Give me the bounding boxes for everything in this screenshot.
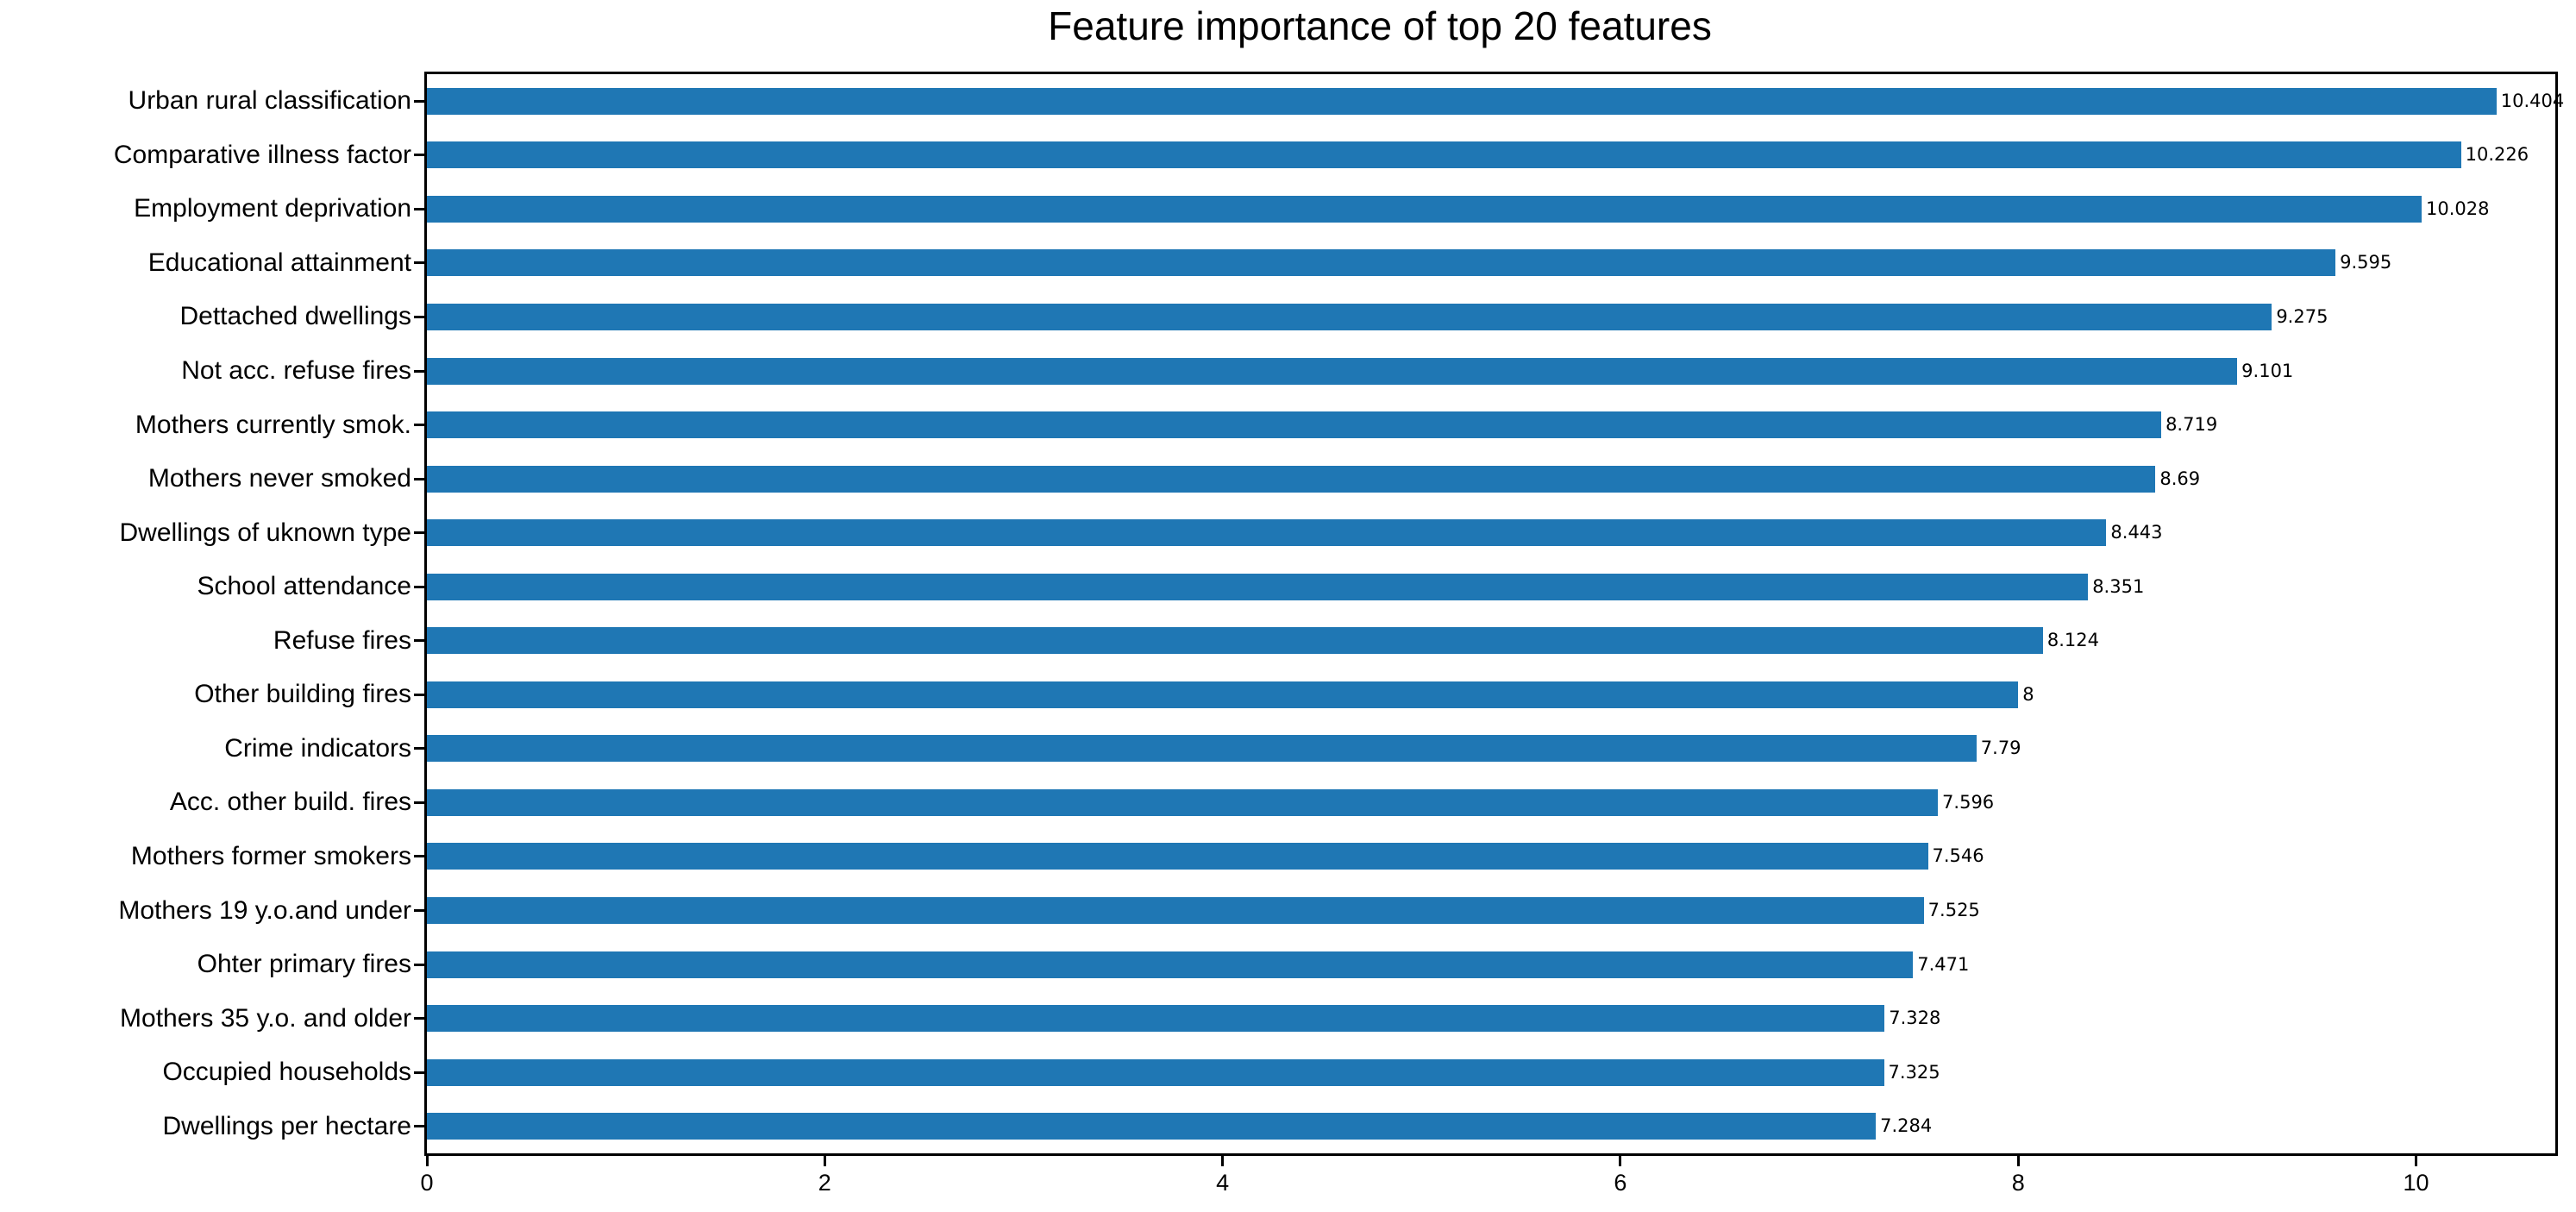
bar-value-label: 10.404	[2500, 90, 2565, 111]
y-axis-tick	[414, 585, 424, 588]
bar-value-label: 9.101	[2241, 360, 2294, 381]
y-axis-tick	[414, 369, 424, 373]
bar	[427, 303, 2272, 330]
y-axis-label: Occupied households	[162, 1058, 411, 1087]
y-axis-tick	[414, 1125, 424, 1128]
y-axis-label: Mothers never smoked	[147, 464, 411, 493]
y-axis-label: Mothers former smokers	[130, 841, 411, 870]
bar	[427, 1058, 1884, 1086]
bar	[427, 573, 2089, 600]
bar	[427, 357, 2238, 385]
y-axis-label: Crime indicators	[224, 733, 411, 763]
y-axis-tick	[414, 315, 424, 318]
bar	[427, 87, 2497, 115]
bar	[427, 249, 2336, 277]
y-axis-tick	[414, 261, 424, 265]
x-axis-tick-label: 0	[420, 1170, 434, 1196]
y-axis-tick	[414, 963, 424, 966]
y-axis-tick	[414, 693, 424, 696]
y-axis-tick	[414, 99, 424, 103]
y-axis-tick	[414, 639, 424, 643]
bar-value-label: 7.596	[1942, 791, 1995, 813]
bar-value-label: 9.275	[2276, 305, 2328, 327]
bar	[427, 195, 2422, 223]
y-axis-label: Acc. other build. fires	[169, 788, 411, 817]
x-axis-tick-label: 8	[2011, 1170, 2025, 1196]
bar-value-label: 8.69	[2159, 468, 2201, 489]
y-axis-label: Dwellings per hectare	[162, 1111, 411, 1140]
bar-value-label: 10.028	[2426, 198, 2490, 219]
bar	[427, 843, 1928, 870]
bar-value-label: 8.351	[2092, 575, 2145, 597]
y-axis-tick	[414, 154, 424, 157]
x-axis-tick-label: 6	[1614, 1170, 1627, 1196]
bar-value-label: 7.471	[1917, 953, 1970, 975]
bar	[427, 627, 2043, 655]
chart-title: Feature importance of top 20 features	[1048, 3, 1712, 48]
y-axis-label: Educational attainment	[147, 248, 411, 277]
y-axis-label: Mothers 19 y.o.and under	[118, 895, 411, 925]
x-axis-tick	[1619, 1156, 1622, 1166]
bar	[427, 681, 2019, 708]
bar	[427, 465, 2156, 493]
plot-area: 10.404 10.226 10.028 9.595 9.275 9.101 8.719 8.…	[424, 72, 2564, 1156]
bar-value-label: 8.443	[2110, 522, 2163, 543]
bar	[427, 951, 1914, 978]
y-axis-label: Mothers 35 y.o. and older	[120, 1003, 411, 1033]
bar-value-label: 10.226	[2465, 144, 2529, 166]
y-axis-tick	[414, 531, 424, 535]
bar	[427, 1005, 1885, 1033]
bar	[427, 1113, 1877, 1140]
y-axis-label: Employment deprivation	[134, 194, 411, 223]
bar	[427, 788, 1939, 816]
y-axis-label: Dettached dwellings	[179, 302, 412, 331]
bar-value-label: 8.124	[2046, 630, 2099, 651]
bar-value-label: 8.719	[2165, 414, 2218, 436]
y-axis-tick	[414, 909, 424, 913]
y-axis-tick	[414, 477, 424, 480]
y-axis-label: Dwellings of uknown type	[119, 518, 411, 547]
x-axis-tick	[1221, 1156, 1225, 1166]
y-axis-tick	[414, 855, 424, 858]
bar	[427, 411, 2162, 439]
bar	[427, 735, 1977, 763]
x-axis-tick-label: 10	[2403, 1170, 2429, 1196]
bar	[427, 141, 2461, 169]
y-axis-label: Not acc. refuse fires	[181, 356, 411, 386]
x-axis-tick	[2415, 1156, 2418, 1166]
y-axis-tick	[414, 1017, 424, 1020]
bar	[427, 519, 2107, 547]
x-axis-tick-label: 2	[818, 1170, 831, 1196]
bar-value-label: 9.595	[2340, 252, 2392, 273]
bar-value-label: 7.546	[1932, 845, 1984, 867]
y-axis-label: Refuse fires	[273, 625, 411, 655]
y-axis-label: Other building fires	[194, 680, 411, 709]
y-axis-tick	[414, 424, 424, 427]
bar-value-label: 7.325	[1888, 1061, 1940, 1083]
y-axis-label: Urban rural classification	[128, 86, 411, 116]
y-axis-label: School attendance	[197, 572, 411, 601]
bar-value-label: 7.525	[1927, 900, 1980, 921]
bar-value-label: 7.284	[1880, 1115, 1933, 1137]
bar-value-label: 8	[2022, 683, 2034, 705]
y-axis-label: Ohter primary fires	[197, 950, 411, 979]
y-axis-label: Mothers currently smok.	[135, 410, 411, 439]
y-axis-tick	[414, 801, 424, 804]
x-axis-tick	[425, 1156, 429, 1166]
bar	[427, 897, 1924, 925]
bar-value-label: 7.79	[1980, 738, 2021, 759]
x-axis-tick	[2016, 1156, 2020, 1166]
y-axis-tick	[414, 747, 424, 750]
x-axis-tick-label: 4	[1216, 1170, 1230, 1196]
bar-value-label: 7.328	[1889, 1008, 1941, 1029]
y-axis-tick	[414, 1071, 424, 1074]
y-axis-label: Comparative illness factor	[113, 140, 411, 169]
y-axis-tick	[414, 207, 424, 210]
x-axis-tick	[823, 1156, 826, 1166]
